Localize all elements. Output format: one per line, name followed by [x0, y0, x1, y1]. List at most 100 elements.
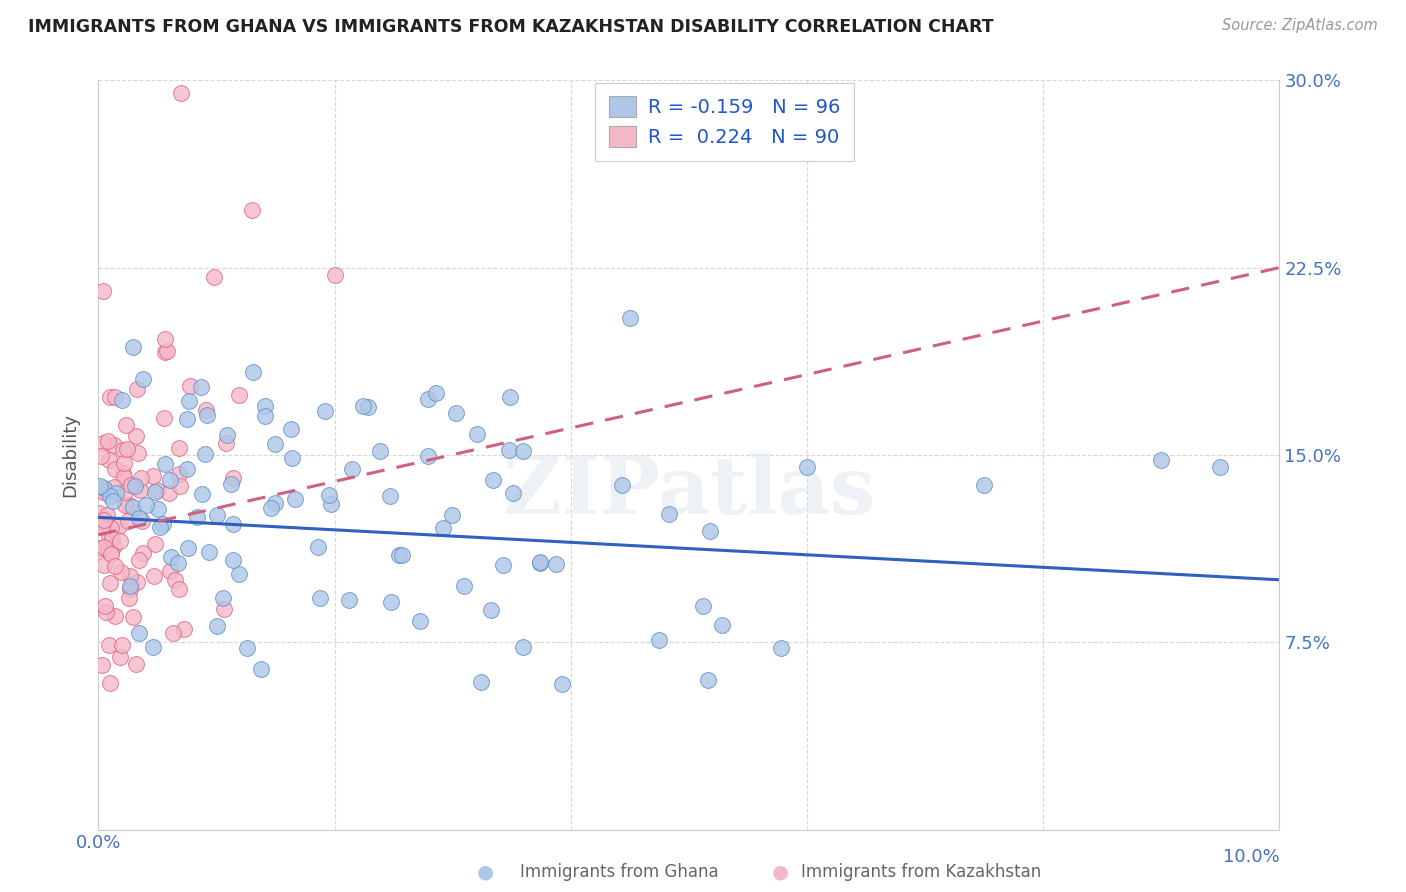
Point: [214, 601, 236, 615]
Point: [159, 564, 181, 578]
Point: [93, 540, 115, 554]
Point: [103, 493, 125, 508]
Point: [146, 483, 169, 497]
Point: [481, 474, 503, 488]
Point: [1150, 453, 1173, 467]
Point: [156, 344, 179, 359]
Point: [202, 270, 225, 285]
Point: [103, 438, 125, 452]
Point: [125, 382, 148, 396]
Point: [112, 442, 135, 457]
Point: [167, 556, 190, 570]
Point: [89, 479, 111, 493]
Point: [93, 558, 115, 573]
Point: [97, 434, 120, 448]
Point: [648, 632, 671, 647]
Point: [90, 449, 112, 463]
Point: [96, 605, 118, 619]
Point: [125, 657, 148, 672]
Point: [98, 390, 121, 404]
Point: [710, 618, 733, 632]
Point: [104, 558, 127, 573]
Point: [432, 521, 454, 535]
Point: [512, 444, 534, 458]
Text: 10.0%: 10.0%: [1223, 848, 1279, 866]
Point: [93, 513, 115, 527]
Point: [128, 552, 150, 566]
Point: [337, 593, 360, 607]
Point: [207, 619, 229, 633]
Point: [170, 86, 193, 100]
Point: [118, 498, 141, 512]
Point: [124, 479, 146, 493]
Point: [492, 558, 515, 572]
Point: [658, 507, 681, 521]
Legend: R = -0.159   N = 96, R =  0.224   N = 90: R = -0.159 N = 96, R = 0.224 N = 90: [595, 82, 853, 161]
Point: [425, 386, 447, 401]
Text: ZIPatlas: ZIPatlas: [503, 453, 875, 532]
Point: [280, 422, 302, 436]
Point: [307, 540, 329, 554]
Point: [195, 408, 218, 422]
Point: [446, 406, 468, 420]
Point: [973, 478, 995, 492]
Point: [90, 483, 112, 497]
Point: [194, 447, 217, 461]
Point: [108, 533, 131, 548]
Point: [98, 639, 121, 653]
Point: [692, 599, 714, 614]
Point: [104, 390, 127, 404]
Point: [388, 548, 411, 562]
Point: [796, 460, 818, 475]
Point: [157, 485, 180, 500]
Point: [142, 640, 165, 654]
Point: [90, 518, 112, 533]
Point: [619, 310, 641, 325]
Point: [142, 568, 165, 582]
Point: [159, 473, 181, 487]
Point: [191, 487, 214, 501]
Point: [100, 547, 122, 561]
Point: [440, 508, 463, 522]
Point: [416, 449, 439, 463]
Point: [222, 471, 245, 485]
Point: [465, 426, 488, 441]
Point: [228, 567, 250, 582]
Point: [176, 541, 198, 555]
Point: [100, 575, 122, 590]
Point: [96, 520, 118, 534]
Point: [149, 520, 172, 534]
Point: [111, 393, 134, 408]
Point: [89, 541, 111, 555]
Point: [131, 514, 153, 528]
Text: Immigrants from Ghana: Immigrants from Ghana: [520, 863, 718, 881]
Point: [318, 488, 340, 502]
Point: [205, 508, 228, 522]
Point: [115, 442, 138, 456]
Point: [104, 462, 127, 476]
Point: [409, 614, 432, 628]
Point: [195, 403, 218, 417]
Point: [143, 537, 166, 551]
Point: [152, 516, 174, 531]
Point: [479, 603, 502, 617]
Point: [93, 484, 115, 499]
Point: [280, 451, 302, 466]
Point: [98, 489, 121, 503]
Point: [253, 409, 276, 423]
Point: [162, 626, 184, 640]
Point: [352, 399, 374, 413]
Point: [96, 508, 118, 522]
Point: [228, 388, 250, 402]
Point: [222, 516, 245, 531]
Point: [105, 486, 128, 500]
Text: ●: ●: [772, 863, 789, 882]
Point: [160, 550, 183, 565]
Point: [128, 625, 150, 640]
Point: [211, 591, 233, 606]
Point: [153, 411, 176, 425]
Point: [94, 484, 117, 499]
Point: [142, 469, 165, 483]
Point: [112, 469, 135, 483]
Point: [264, 437, 287, 451]
